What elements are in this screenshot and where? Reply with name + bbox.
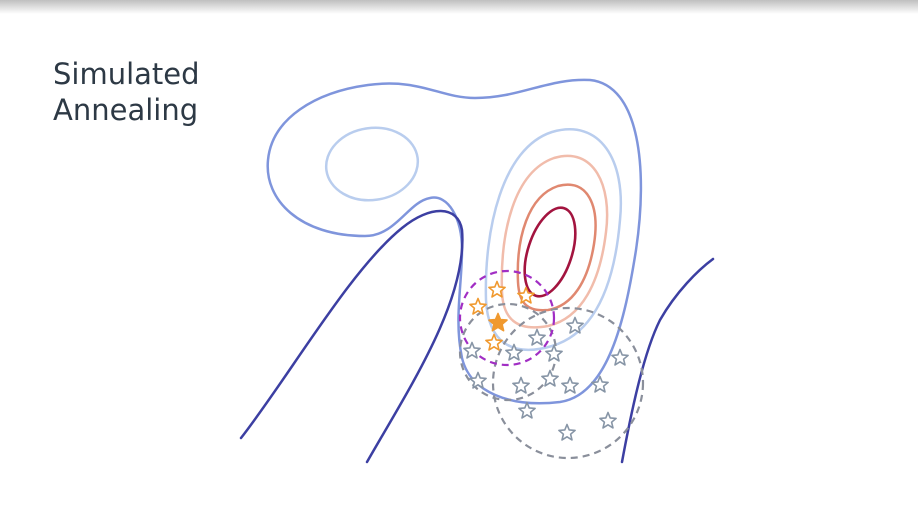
title-line-1: Simulated — [53, 57, 200, 91]
star-icon — [528, 328, 546, 346]
candidate-stars — [463, 316, 629, 441]
star-icon — [517, 286, 535, 304]
star-icon — [505, 343, 523, 361]
top-shadow — [0, 0, 918, 14]
outer-contour — [266, 78, 643, 405]
star-icon — [488, 312, 508, 332]
star-icon — [611, 348, 629, 366]
star-icon — [591, 375, 609, 393]
right-dark-curve — [620, 257, 715, 464]
star-icon — [463, 341, 481, 359]
slide-title: Simulated Annealing — [53, 56, 200, 128]
star-icon — [485, 333, 503, 351]
star-icon — [599, 411, 617, 429]
star-icon — [561, 376, 579, 394]
star-icon — [518, 401, 536, 419]
left-light-contour — [324, 126, 420, 202]
salmon-contour — [516, 183, 597, 312]
star-icon — [469, 371, 487, 389]
star-icon — [488, 280, 506, 298]
star-icon — [512, 376, 530, 394]
star-icon — [566, 316, 584, 334]
selected-stars — [469, 280, 535, 351]
core-contour — [523, 206, 577, 298]
contour-lines — [239, 78, 715, 464]
star-icon — [541, 369, 559, 387]
selected-region — [458, 269, 556, 367]
search-region-large — [491, 306, 645, 460]
star-icon — [469, 297, 487, 315]
left-dark-curve — [239, 209, 464, 464]
light-blue-contour — [484, 128, 623, 352]
star-icon — [558, 423, 576, 441]
salmon-light-contour — [500, 154, 609, 329]
title-line-2: Annealing — [53, 93, 199, 127]
star-icon — [545, 344, 563, 362]
